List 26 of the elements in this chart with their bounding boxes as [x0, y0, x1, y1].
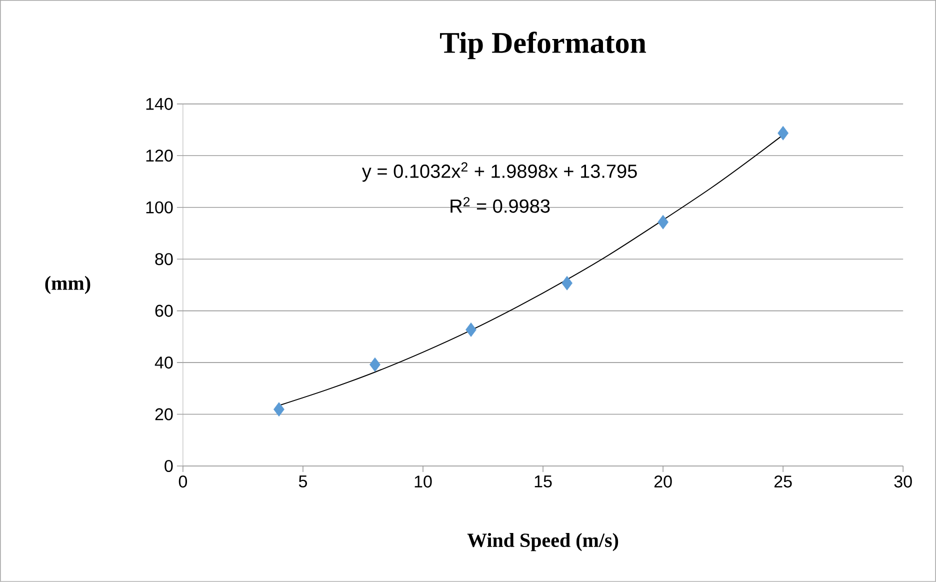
x-tick-label: 0 [178, 476, 188, 488]
y-tick-label: 120 [146, 150, 173, 162]
point [466, 322, 476, 337]
x-tick-label: 15 [534, 476, 552, 488]
x-tick-label: 25 [774, 476, 792, 488]
y-tick-label: 100 [146, 201, 173, 214]
point [562, 276, 572, 290]
y-tick-label: 140 [146, 98, 173, 110]
y-tick-label: 0 [164, 460, 173, 472]
y-tick-label: 20 [155, 408, 173, 420]
x-tick-label: 5 [298, 476, 307, 488]
y-tick-label: 40 [154, 356, 173, 369]
x-axis-title: Wind Speed (m/s) [467, 532, 618, 552]
x-tick-label: 30 [894, 476, 912, 488]
y-tick-label: 80 [155, 253, 173, 266]
y-tick-label: 60 [155, 304, 173, 317]
point [778, 126, 789, 140]
y-axis-title: (mm) [45, 276, 90, 294]
annotation: y = 0.1032x$^{2}$ + 1.9898x + 13.795 [362, 162, 637, 182]
x-tick-label: 20 [654, 476, 672, 488]
chart-title: Tip Deformaton [440, 32, 646, 60]
point [370, 357, 380, 372]
point [658, 214, 668, 230]
annotation: R$^{2}$ = 0.9983 [450, 197, 550, 213]
x-tick-label: 10 [414, 476, 432, 488]
point [274, 402, 284, 417]
